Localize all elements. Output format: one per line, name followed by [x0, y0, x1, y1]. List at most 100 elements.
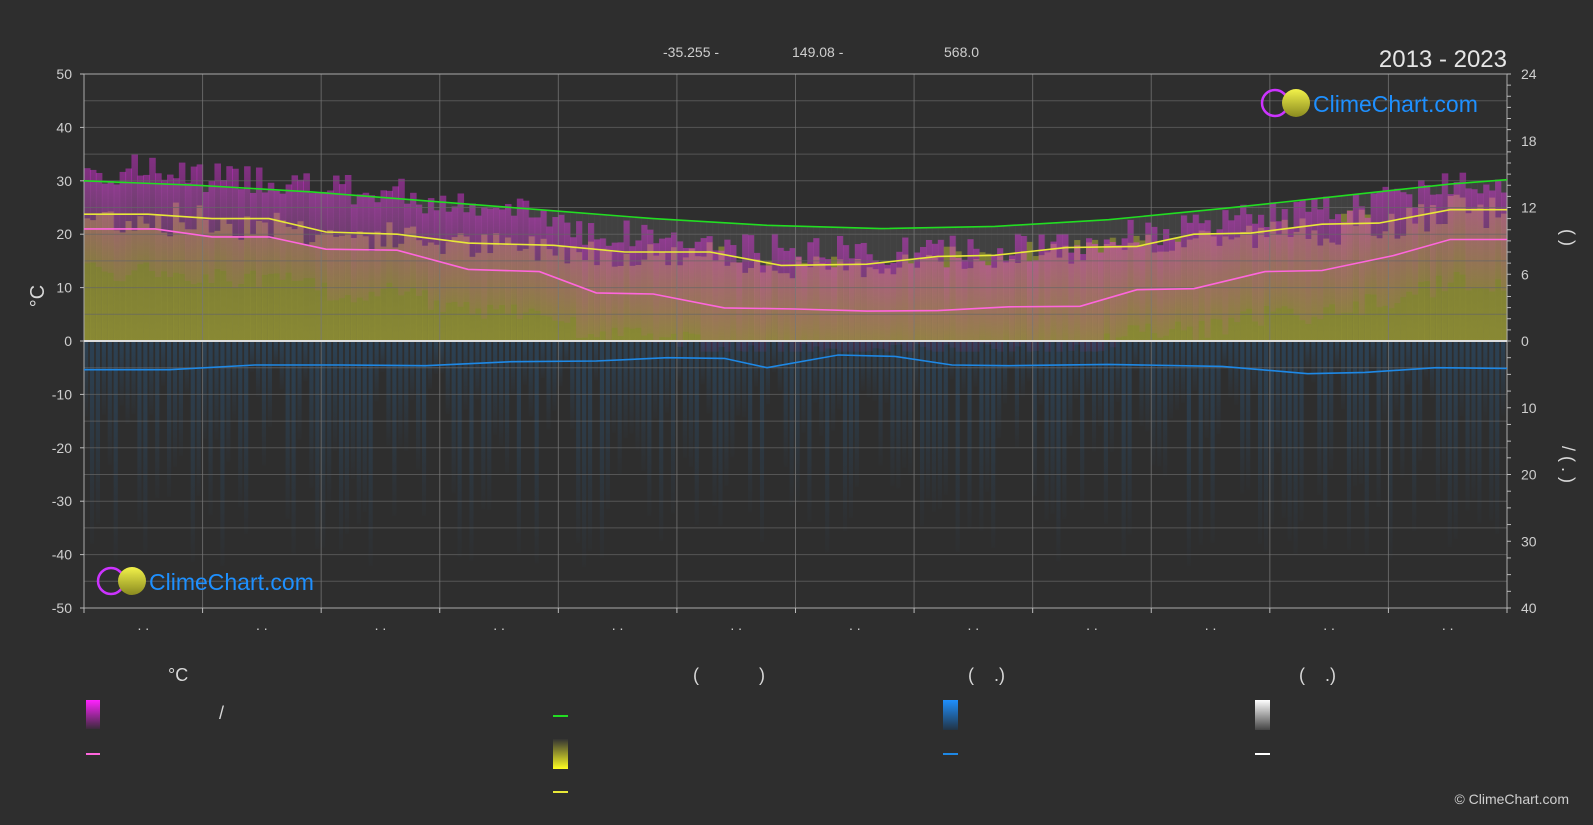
precip-band — [1246, 341, 1251, 490]
sunshine-band — [279, 220, 287, 341]
temp-range-band — [949, 235, 957, 348]
precip-band — [155, 341, 160, 499]
temp-range-band — [184, 182, 192, 281]
legend-swatch-precip-box — [943, 700, 958, 730]
temp-range-band — [267, 182, 275, 274]
temp-range-band — [137, 175, 144, 265]
precip-band — [321, 341, 326, 548]
temp-range-band — [730, 245, 737, 342]
precip-band — [386, 341, 391, 446]
temp-range-band — [1204, 220, 1212, 338]
precip-band — [1305, 341, 1310, 371]
precip-band — [226, 341, 231, 462]
sunshine-band — [95, 214, 103, 341]
precip-band — [1198, 341, 1203, 545]
precip-band — [1121, 341, 1126, 557]
temp-range-band — [931, 243, 939, 352]
temp-range-band — [611, 242, 619, 328]
temp-range-band — [1038, 234, 1046, 343]
precip-band — [771, 341, 776, 373]
temp-range-band — [481, 207, 488, 319]
precip-band — [724, 341, 729, 486]
temp-range-band — [1252, 223, 1259, 322]
temp-range-band — [552, 217, 559, 321]
temp-range-band — [208, 181, 216, 284]
temp-range-band — [617, 242, 625, 336]
precip-band — [392, 341, 397, 516]
sunshine-band — [202, 219, 210, 341]
right-top-axis-label: ( ) — [1558, 229, 1578, 246]
precip-band — [611, 341, 616, 433]
sunshine-band — [238, 239, 245, 341]
precip-band — [1068, 341, 1073, 436]
copyright-text: © ClimeChart.com — [1454, 791, 1569, 807]
precip-band — [1441, 341, 1446, 480]
precip-band — [682, 341, 687, 458]
precip-band — [350, 341, 355, 479]
temp-range-band — [226, 166, 233, 282]
precip-band — [670, 341, 676, 514]
sunshine-band — [119, 232, 127, 341]
precip-band — [1186, 341, 1191, 566]
sunshine-band — [190, 229, 198, 341]
temp-range-band — [1198, 223, 1206, 321]
temp-range-band — [676, 241, 684, 347]
temp-range-band — [641, 224, 648, 336]
sunshine-band — [107, 211, 115, 341]
temp-range-band — [1311, 198, 1318, 317]
precip-band — [149, 341, 154, 415]
temp-range-band — [1163, 229, 1170, 336]
sunshine-band — [309, 242, 316, 341]
temp-range-band — [368, 195, 376, 292]
precip-band — [997, 341, 1002, 438]
sunshine-band — [226, 223, 233, 341]
precip-band — [1323, 341, 1328, 550]
precip-band — [623, 341, 628, 439]
temp-range-band — [1062, 233, 1069, 343]
sunshine-band — [297, 221, 304, 341]
precip-band — [1346, 341, 1352, 550]
temp-range-band — [1471, 189, 1478, 289]
logo-sun-icon — [1282, 89, 1310, 117]
temp-range-band — [706, 236, 714, 352]
precip-band — [410, 341, 415, 401]
precip-band — [647, 341, 652, 516]
precip-band — [854, 341, 859, 487]
temp-range-band — [1103, 239, 1111, 334]
precip-band — [487, 341, 492, 510]
legend-col2-heading: ( ) — [693, 665, 765, 685]
temp-range-band — [214, 163, 221, 270]
sunshine-band — [178, 222, 186, 341]
legend-col3-heading: ( .) — [968, 665, 1005, 685]
temp-range-band — [831, 267, 838, 349]
precip-band — [220, 341, 225, 567]
sunshine-band — [161, 232, 168, 341]
temp-range-band — [1234, 215, 1241, 323]
precip-band — [1032, 341, 1037, 497]
precip-band — [736, 341, 741, 416]
temp-range-band — [694, 241, 702, 335]
precip-band — [753, 341, 759, 387]
precip-band — [327, 341, 332, 504]
precip-band — [267, 341, 272, 427]
sunshine-band — [101, 211, 109, 341]
temp-range-band — [285, 184, 293, 273]
precip-band — [143, 341, 148, 554]
sunshine-band — [291, 229, 299, 341]
precip-band — [1257, 341, 1263, 544]
temp-range-band — [813, 238, 820, 347]
temp-range-band — [161, 179, 168, 272]
temp-range-band — [143, 174, 150, 263]
right-top-tick-label: 0 — [1521, 333, 1529, 349]
temp-range-band — [1293, 202, 1301, 316]
precip-band — [1275, 341, 1280, 453]
precip-band — [1145, 341, 1150, 432]
precip-band — [1299, 341, 1304, 522]
temp-range-band — [670, 232, 678, 334]
precip-band — [380, 341, 385, 373]
temp-range-band — [955, 257, 963, 352]
left-tick-label: -20 — [52, 440, 72, 456]
precip-band — [534, 341, 539, 564]
precip-band — [777, 341, 782, 392]
temp-range-band — [1145, 222, 1152, 324]
